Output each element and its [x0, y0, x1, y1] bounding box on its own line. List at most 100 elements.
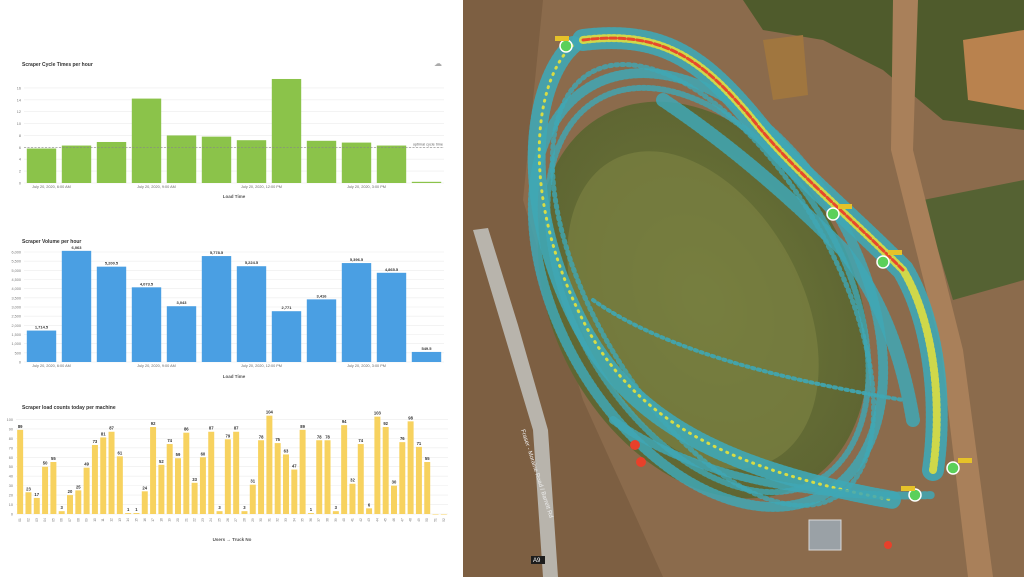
data-label: 55: [51, 456, 56, 461]
data-label: 94: [342, 419, 347, 424]
y-tick-label: 0: [11, 513, 13, 517]
bar: [26, 148, 57, 183]
map-canvas[interactable]: Fraser - Moraine Road / Barrett Rd A9: [463, 0, 1024, 577]
data-label: 61: [118, 450, 123, 455]
bar: [191, 482, 198, 514]
data-label: 5,200.5: [105, 261, 119, 266]
bar: [96, 141, 127, 183]
x-tick-label: July 20, 2020, 3:00 PM: [347, 185, 386, 189]
y-tick-label: 2: [19, 170, 21, 174]
cycle-chart: 0 2 4 6 8 10 12 14 16 July 20, 2020, 6:00 AM July …: [17, 78, 444, 199]
scraper-icon[interactable]: [901, 486, 922, 502]
data-label: 24: [142, 485, 147, 490]
bar: [166, 135, 197, 183]
y-tick-label: 1,000: [11, 342, 21, 346]
x-tick-label: 36: [309, 518, 313, 522]
y-tick-label: 16: [17, 86, 21, 90]
data-label: 74: [358, 438, 363, 443]
data-label: 25: [76, 484, 81, 489]
route-badge: [531, 556, 545, 564]
volume-chart-title: Scraper Volume per hour: [22, 239, 82, 245]
data-label: 549.5: [421, 346, 432, 351]
bar: [158, 464, 165, 514]
y-tick-label: 500: [15, 351, 21, 355]
x-tick-label: July 20, 2020, 9:00 AM: [137, 364, 176, 368]
x-tick-label: 24: [209, 518, 213, 522]
bar: [208, 431, 215, 514]
y-tick-label: 90: [9, 427, 13, 431]
data-label: 32: [350, 478, 355, 483]
data-label: 81: [101, 431, 106, 436]
bar: [291, 469, 298, 514]
bar: [61, 145, 92, 183]
bar: [216, 511, 223, 514]
bar: [249, 484, 256, 514]
x-tick-label: 39: [334, 518, 338, 522]
y-tick-label: 3,000: [11, 306, 21, 310]
bar: [116, 456, 123, 514]
scraper-icon[interactable]: [876, 250, 902, 269]
vegetation-area: [923, 180, 1024, 300]
slope: [463, 0, 663, 577]
bar: [341, 142, 372, 183]
bar: [236, 140, 267, 183]
x-tick-label: 25: [218, 518, 222, 522]
bar: [26, 330, 57, 362]
data-label: 79: [226, 433, 231, 438]
x-tick-label: July 20, 2020, 6:00 AM: [32, 364, 71, 368]
cloud-icon[interactable]: ☁: [434, 59, 442, 68]
bar: [75, 490, 82, 514]
data-label: 20: [68, 489, 73, 494]
data-label: 98: [408, 415, 413, 420]
x-tick-label: 09: [85, 518, 89, 522]
data-label: 55: [425, 456, 430, 461]
scraper-icon[interactable]: [555, 36, 573, 53]
x-tick-label: 52: [442, 518, 446, 522]
vegetation-area: [743, 0, 1024, 130]
y-tick-label: 3,500: [11, 296, 21, 300]
bar: [199, 457, 206, 514]
bar: [131, 287, 162, 362]
y-tick-label: 6,000: [11, 251, 21, 255]
x-tick-label: 01: [18, 518, 22, 522]
data-label: 73: [93, 439, 98, 444]
x-tick-label: July 20, 2020, 9:00 AM: [137, 185, 176, 189]
y-tick-label: 70: [9, 446, 13, 450]
aerial-map[interactable]: Fraser - Moraine Road / Barrett Rd A9: [463, 0, 1024, 577]
data-label: 76: [400, 436, 405, 441]
x-tick-label: 11: [101, 518, 105, 522]
data-label: 33: [192, 477, 197, 482]
data-label: 4,865.5: [385, 267, 399, 272]
bar: [407, 421, 414, 514]
scraper-icon[interactable]: [946, 458, 972, 475]
data-label: 78: [325, 434, 330, 439]
data-label: 92: [151, 421, 156, 426]
x-tick-label: 19: [168, 518, 172, 522]
hotspot-marker: [636, 457, 646, 467]
x-tick-label: 35: [301, 518, 305, 522]
x-axis-title: Load Time: [223, 374, 246, 379]
volume-chart: 0 500 1,000 1,500 2,000 2,500 3,000 3,500 4,000 4…: [11, 245, 444, 379]
data-label: 78: [317, 434, 322, 439]
bar: [306, 299, 337, 362]
dashboard-panel: Scraper Cycle Times per hour ☁ 0 2 4 6 8 10 12…: [0, 0, 463, 577]
x-tick-label: 43: [367, 518, 371, 522]
x-tick-label: 33: [284, 518, 288, 522]
y-tick-label: 4: [19, 158, 21, 162]
data-label: 103: [374, 411, 382, 416]
bar: [415, 446, 422, 514]
x-tick-label: 17: [151, 518, 155, 522]
x-tick-label: 21: [184, 518, 188, 522]
data-label: 47: [292, 464, 297, 469]
road: [473, 228, 558, 577]
bar: [131, 98, 162, 183]
data-label: 87: [109, 426, 114, 431]
x-tick-label: 31: [267, 518, 271, 522]
scraper-icon[interactable]: [826, 204, 852, 221]
bar: [324, 440, 331, 514]
y-tick-label: 80: [9, 437, 13, 441]
y-tick-label: 40: [9, 475, 13, 479]
data-label: 104: [266, 410, 274, 415]
x-tick-label: 41: [350, 518, 354, 522]
y-tick-label: 1,500: [11, 333, 21, 337]
